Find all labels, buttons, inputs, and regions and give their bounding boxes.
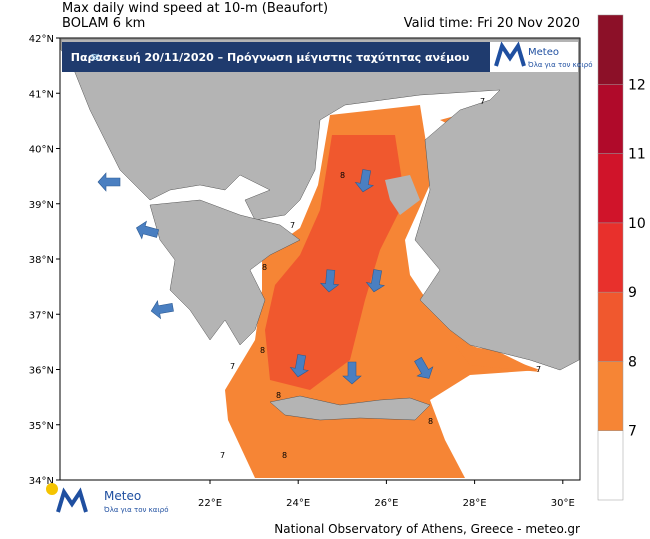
colorbar-swatch <box>597 84 624 154</box>
wind-arrow <box>342 361 362 385</box>
contour-label: 7 <box>480 97 485 106</box>
banner <box>62 42 490 72</box>
lat-tick-label: 42°N <box>29 34 54 45</box>
wind-arrow <box>150 300 174 320</box>
land-north <box>60 38 580 371</box>
lon-tick-label: 22°E <box>198 498 222 509</box>
lon-tick-label: 30°E <box>551 498 575 509</box>
logo-mark <box>494 41 526 67</box>
colorbar-swatch <box>597 14 624 85</box>
model: BOLAM 6 km <box>62 16 145 31</box>
contour-label: 8 <box>282 451 287 460</box>
axes: 42°N 41°N 40°N 39°N 38°N 37°N 36°N 35°N 34°N 22°E… <box>29 34 575 509</box>
wind-arrow <box>319 269 340 293</box>
colorbar-label: 7 <box>628 424 637 440</box>
lat-tick-label: 38°N <box>29 255 54 266</box>
colorbar-label: 10 <box>628 216 646 232</box>
wind-area <box>455 345 540 372</box>
banner-text: Παρασκευή 20/11/2020 – Πρόγνωση μέγιστης… <box>71 51 470 64</box>
lat-tick-label: 37°N <box>29 310 54 321</box>
colorbar-label: 11 <box>628 147 646 163</box>
logo-mark <box>56 487 88 513</box>
lat-tick-label: 41°N <box>29 89 54 100</box>
logo-tagline: Όλα για τον καιρό <box>527 61 593 69</box>
wind-area-strong <box>265 135 405 390</box>
colorbar-label: 12 <box>628 77 646 93</box>
credit: National Observatory of Athens, Greece -… <box>274 522 580 536</box>
island <box>385 175 420 215</box>
colorbar-label: 8 <box>628 354 637 370</box>
land-greece <box>149 199 301 346</box>
wind-arrow <box>136 220 160 240</box>
contour-label: 8 <box>340 171 345 180</box>
contour-label: 7 <box>220 451 225 460</box>
contour-label: 8 <box>276 391 281 400</box>
lat-tick-label: 36°N <box>29 366 54 377</box>
wind-arrow <box>289 354 309 378</box>
lat-tick-label: 35°N <box>29 421 54 432</box>
logo-sun <box>46 483 58 495</box>
wind-icon: ≋ <box>90 50 100 64</box>
colorbar-swatch <box>597 153 624 224</box>
colorbar: 7 8 9 10 11 12 <box>597 14 646 501</box>
map: 7 8 7 8 8 7 8 8 7 8 7 Παρασκευή 20/11/20… <box>59 37 593 481</box>
contour-label: 7 <box>230 362 235 371</box>
title: Max daily wind speed at 10-m (Beaufort) <box>62 1 328 16</box>
logo-name: Meteo <box>528 47 559 58</box>
wind-arrow <box>365 269 385 293</box>
colorbar-swatch <box>597 291 624 362</box>
lat-tick-label: 40°N <box>29 145 54 156</box>
lat-tick-label: 34°N <box>29 476 54 487</box>
contour-label: 7 <box>290 221 295 230</box>
crete <box>269 395 431 421</box>
contour-label: 8 <box>260 346 265 355</box>
contour-label: 8 <box>262 263 267 272</box>
wind-arrow <box>354 169 374 193</box>
colorbar-swatch <box>597 361 624 431</box>
lat-tick-label: 39°N <box>29 200 54 211</box>
logo-tagline: Όλα για τον καιρό <box>103 506 169 514</box>
wind-arrow <box>414 356 434 379</box>
lon-tick-label: 24°E <box>286 498 310 509</box>
colorbar-swatch <box>597 222 624 293</box>
wind-arrow <box>97 172 121 192</box>
colorbar-label: 9 <box>628 285 637 301</box>
valid-time: Valid time: Fri 20 Nov 2020 <box>404 16 580 31</box>
contour-label: 7 <box>536 365 541 374</box>
logo-name: Meteo <box>104 489 141 503</box>
colorbar-swatch <box>597 430 624 501</box>
lon-tick-label: 26°E <box>374 498 398 509</box>
lon-tick-label: 28°E <box>463 498 487 509</box>
contour-label: 8 <box>428 417 433 426</box>
wind-arrows <box>97 169 434 385</box>
